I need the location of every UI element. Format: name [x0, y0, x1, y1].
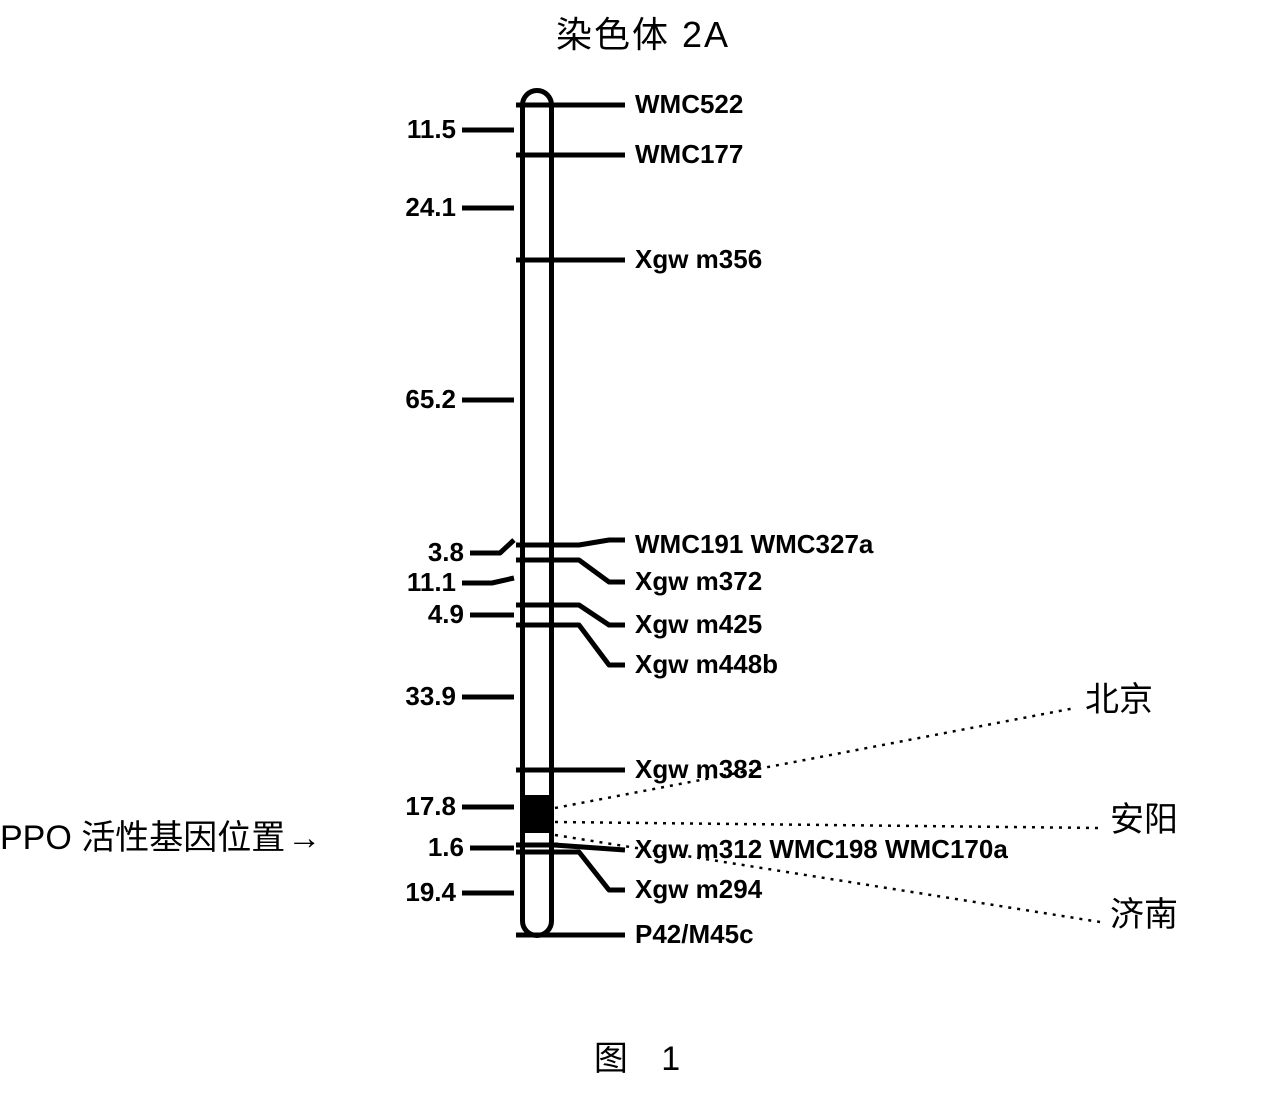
distance-label: 11.5	[396, 114, 456, 145]
marker-label: WMC522	[635, 89, 743, 120]
city-label: 安阳	[1110, 792, 1178, 841]
chromosome-title: 染色体 2A	[0, 6, 1286, 58]
figure-caption: 图 1	[0, 1031, 1286, 1080]
distance-label: 1.6	[404, 832, 464, 863]
marker-label: Xgw m294	[635, 874, 762, 905]
marker-label: P42/M45c	[635, 919, 754, 950]
distance-label: 4.9	[404, 599, 464, 630]
marker-label: Xgw m448b	[635, 649, 778, 680]
distance-label: 19.4	[396, 877, 456, 908]
distance-label: 65.2	[396, 384, 456, 415]
marker-label: Xgw m382	[635, 754, 762, 785]
marker-label: Xgw m372	[635, 566, 762, 597]
marker-label: Xgw m312 WMC198 WMC170a	[635, 834, 1008, 865]
city-label: 济南	[1110, 887, 1178, 936]
distance-label: 24.1	[396, 192, 456, 223]
distance-label: 3.8	[404, 537, 464, 568]
marker-label: Xgw m425	[635, 609, 762, 640]
marker-label: Xgw m356	[635, 244, 762, 275]
arrow-icon: →	[287, 819, 321, 858]
distance-label: 17.8	[396, 791, 456, 822]
marker-label: WMC177	[635, 139, 743, 170]
city-label: 北京	[1085, 672, 1153, 721]
ppo-annotation-text: PPO 活性基因位置	[0, 819, 285, 857]
distance-label: 33.9	[396, 681, 456, 712]
ppo-gene-block	[523, 795, 551, 833]
distance-label: 11.1	[396, 567, 456, 598]
ppo-position-annotation: PPO 活性基因位置→	[0, 810, 321, 859]
diagram-canvas: 染色体 2A PPO 活性基因位置→ WMC522 WMC177 Xgw m356 W…	[0, 0, 1286, 1100]
marker-label: WMC191 WMC327a	[635, 529, 873, 560]
